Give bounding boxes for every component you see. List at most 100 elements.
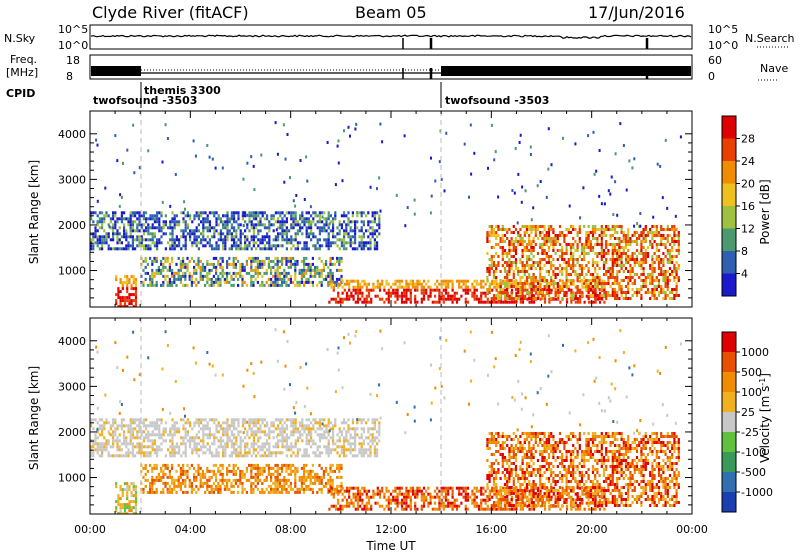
data-cell bbox=[644, 237, 647, 240]
data-cell bbox=[340, 256, 343, 260]
data-cell bbox=[270, 490, 273, 494]
data-cell bbox=[369, 445, 372, 449]
data-cell bbox=[123, 454, 126, 458]
data-cell bbox=[501, 264, 504, 267]
data-cell bbox=[492, 246, 496, 249]
data-cell bbox=[254, 265, 257, 269]
data-cell bbox=[378, 285, 382, 289]
data-cell bbox=[252, 436, 255, 440]
data-cell bbox=[534, 297, 537, 300]
data-cell bbox=[312, 232, 315, 236]
data-cell bbox=[646, 234, 650, 237]
data-cell bbox=[301, 418, 304, 422]
data-cell bbox=[235, 247, 238, 251]
data-cell bbox=[248, 256, 251, 260]
data-cell bbox=[400, 297, 404, 301]
data-cell bbox=[373, 244, 376, 248]
data-cell bbox=[609, 276, 612, 279]
data-cell bbox=[233, 418, 236, 422]
data-cell bbox=[528, 237, 531, 240]
data-cell bbox=[134, 229, 137, 233]
data-cell bbox=[418, 282, 421, 286]
data-cell bbox=[204, 451, 207, 455]
data-cell bbox=[664, 279, 667, 282]
data-cell bbox=[197, 280, 200, 284]
data-cell bbox=[202, 235, 205, 239]
data-cell bbox=[492, 261, 496, 264]
data-cell bbox=[219, 262, 222, 266]
data-cell bbox=[444, 288, 448, 292]
data-cell bbox=[222, 232, 225, 236]
data-cell bbox=[543, 258, 546, 261]
data-cell bbox=[232, 277, 235, 281]
data-cell bbox=[653, 240, 656, 243]
data-cell bbox=[565, 261, 568, 264]
data-cell bbox=[374, 285, 377, 289]
data-cell bbox=[121, 296, 124, 300]
scatter-cell bbox=[666, 206, 669, 210]
data-cell bbox=[488, 285, 491, 288]
data-cell bbox=[362, 430, 365, 434]
data-cell bbox=[232, 484, 235, 488]
data-cell bbox=[664, 246, 667, 249]
data-cell bbox=[298, 478, 301, 482]
data-cell bbox=[510, 231, 513, 234]
data-cell bbox=[263, 424, 266, 428]
data-cell bbox=[252, 223, 255, 227]
data-cell bbox=[219, 235, 222, 239]
data-cell bbox=[121, 299, 124, 303]
data-cell bbox=[301, 220, 304, 224]
data-cell bbox=[351, 442, 354, 446]
data-cell bbox=[292, 424, 295, 428]
data-cell bbox=[370, 297, 373, 301]
data-cell bbox=[327, 238, 330, 242]
data-cell bbox=[184, 433, 187, 437]
data-cell bbox=[554, 234, 557, 237]
data-cell bbox=[367, 291, 371, 295]
data-cell bbox=[657, 285, 661, 288]
data-cell bbox=[657, 267, 661, 270]
data-cell bbox=[158, 220, 161, 224]
data-cell bbox=[451, 294, 454, 298]
data-cell bbox=[279, 244, 282, 248]
data-cell bbox=[153, 271, 156, 275]
data-cell bbox=[314, 214, 317, 218]
data-cell bbox=[290, 424, 293, 428]
data-cell bbox=[288, 229, 291, 233]
data-cell bbox=[219, 232, 222, 236]
data-cell bbox=[514, 237, 518, 240]
data-cell bbox=[202, 220, 205, 224]
data-cell bbox=[255, 433, 258, 437]
data-cell bbox=[554, 240, 557, 243]
data-cell bbox=[232, 469, 235, 473]
scatter-cell bbox=[169, 204, 172, 208]
data-cell bbox=[495, 237, 498, 240]
data-cell bbox=[668, 249, 672, 252]
data-cell bbox=[210, 484, 213, 488]
data-cell bbox=[270, 454, 273, 458]
data-cell bbox=[123, 430, 126, 434]
data-cell bbox=[266, 439, 269, 443]
data-cell bbox=[576, 300, 580, 304]
data-cell bbox=[226, 211, 229, 215]
data-cell bbox=[362, 418, 365, 422]
data-cell bbox=[296, 241, 299, 245]
data-cell bbox=[105, 445, 108, 449]
data-cell bbox=[230, 238, 233, 242]
data-cell bbox=[114, 433, 117, 437]
data-cell bbox=[657, 249, 661, 252]
data-cell bbox=[338, 232, 341, 236]
data-cell bbox=[369, 247, 372, 251]
scatter-cell bbox=[183, 200, 186, 204]
data-cell bbox=[622, 270, 625, 273]
data-cell bbox=[583, 285, 586, 289]
data-cell bbox=[318, 232, 321, 236]
data-cell bbox=[464, 279, 467, 283]
data-cell bbox=[283, 475, 286, 479]
data-cell bbox=[512, 270, 515, 273]
data-cell bbox=[228, 463, 231, 467]
data-cell bbox=[554, 252, 557, 255]
data-cell bbox=[224, 226, 227, 230]
data-cell bbox=[314, 271, 317, 275]
data-cell bbox=[369, 220, 372, 224]
